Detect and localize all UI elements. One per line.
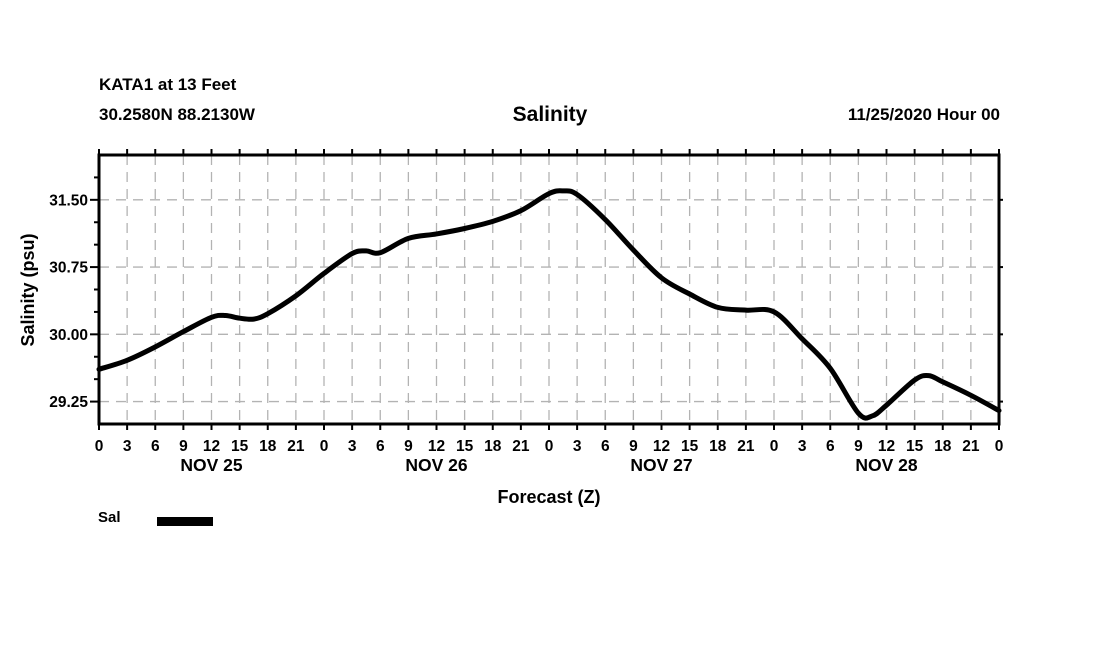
x-tick-label: 15: [456, 438, 474, 455]
x-tick-label: 0: [770, 438, 779, 455]
series-layer: [96, 188, 1002, 421]
x-tick-label: 9: [629, 438, 638, 455]
x-tick-label: 3: [348, 438, 357, 455]
x-tick-label: 12: [653, 438, 670, 455]
day-label: NOV 26: [405, 455, 468, 475]
y-tick-label: 30.75: [49, 260, 88, 277]
y-tick-label: 29.25: [49, 394, 88, 411]
chart-title: Salinity: [512, 103, 588, 126]
x-axis-title: Forecast (Z): [497, 487, 600, 507]
legend-series-label: Sal: [98, 509, 121, 526]
salinity-series-line: [96, 188, 1002, 421]
x-tick-label: 21: [512, 438, 530, 455]
day-label: NOV 25: [180, 455, 243, 475]
axis-ticks-layer: [90, 149, 1003, 430]
x-tick-label: 0: [95, 438, 104, 455]
x-tick-label: 21: [287, 438, 305, 455]
x-tick-label: 9: [179, 438, 188, 455]
y-tick-label: 31.50: [49, 192, 88, 209]
x-tick-label: 6: [376, 438, 385, 455]
y-axis-title: Salinity (psu): [18, 233, 38, 346]
legend-line-sample: [157, 517, 213, 526]
x-tick-label: 0: [545, 438, 554, 455]
x-tick-label: 15: [231, 438, 249, 455]
x-tick-label: 6: [151, 438, 160, 455]
y-tick-label: 30.00: [49, 327, 88, 344]
x-tick-label: 18: [484, 438, 502, 455]
x-tick-label: 12: [203, 438, 220, 455]
day-label: NOV 28: [855, 455, 918, 475]
x-tick-label: 12: [878, 438, 895, 455]
x-tick-label: 9: [404, 438, 413, 455]
x-tick-label: 18: [709, 438, 727, 455]
x-tick-label: 18: [259, 438, 277, 455]
x-tick-label: 0: [995, 438, 1004, 455]
forecast-datetime: 11/25/2020 Hour 00: [847, 105, 1000, 124]
x-tick-label: 18: [934, 438, 952, 455]
x-tick-label: 15: [906, 438, 924, 455]
x-tick-label: 3: [123, 438, 132, 455]
x-tick-label: 0: [320, 438, 329, 455]
x-tick-label: 6: [826, 438, 835, 455]
x-tick-label: 6: [601, 438, 610, 455]
station-coordinates: 30.2580N 88.2130W: [99, 105, 255, 124]
x-tick-label: 15: [681, 438, 699, 455]
axis-labels-layer: 0 3 6 9 12 15 18 21 0 3 6 9 12 15 18 21 0 3 6 9 12 15 18 21 0 3 6 9…: [49, 192, 1003, 475]
day-label: NOV 27: [630, 455, 692, 475]
x-tick-label: 12: [428, 438, 445, 455]
station-label: KATA1 at 13 Feet: [99, 75, 237, 94]
x-tick-label: 3: [573, 438, 582, 455]
x-tick-label: 3: [798, 438, 807, 455]
plot-frame: [97, 153, 1001, 426]
x-tick-label: 9: [854, 438, 863, 455]
x-tick-label: 21: [962, 438, 980, 455]
x-tick-label: 21: [737, 438, 755, 455]
